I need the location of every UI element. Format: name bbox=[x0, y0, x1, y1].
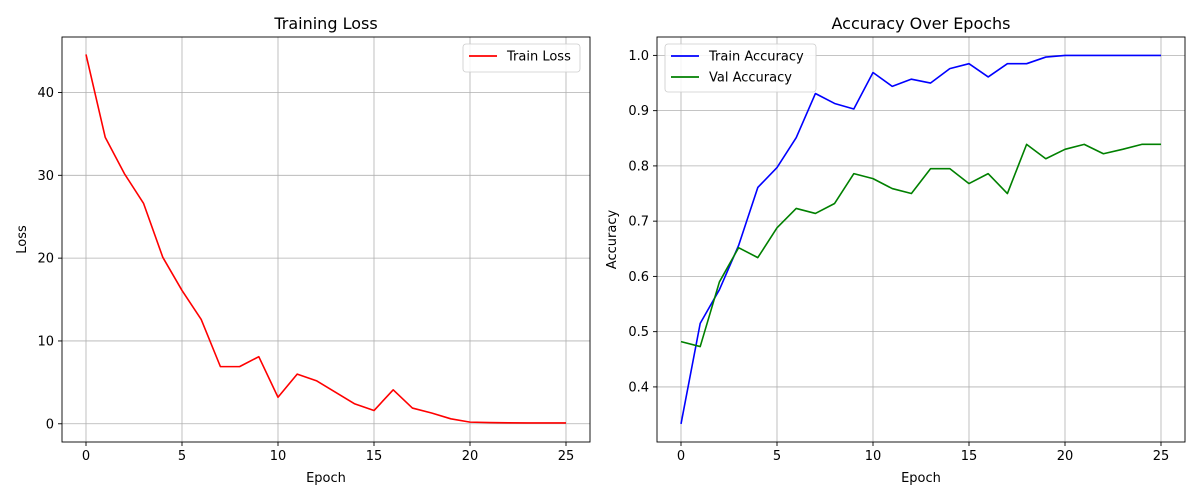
x-tick-label: 25 bbox=[1153, 449, 1170, 464]
chart-title: Accuracy Over Epochs bbox=[831, 14, 1010, 33]
y-tick-label: 0.6 bbox=[628, 270, 649, 285]
y-tick-label: 20 bbox=[37, 252, 54, 267]
legend-label: Train Accuracy bbox=[708, 50, 804, 65]
x-tick-label: 10 bbox=[865, 449, 882, 464]
x-tick-label: 0 bbox=[677, 449, 685, 464]
y-tick-label: 0.8 bbox=[628, 159, 649, 174]
x-tick-label: 5 bbox=[773, 449, 781, 464]
axes-frame bbox=[61, 36, 591, 443]
legend-label: Train Loss bbox=[506, 50, 571, 65]
accuracy-chart: 0 5 10 15 20 25 0.4 0.5 0.6 0.7 0.8 0.9 1.0 Accuracy … bbox=[605, 14, 1186, 486]
grid bbox=[62, 37, 590, 442]
axes-frame bbox=[656, 36, 1186, 443]
legend-box bbox=[462, 43, 581, 73]
y-tick-label: 30 bbox=[37, 169, 54, 184]
legend: Train Accuracy Val Accuracy bbox=[664, 43, 817, 93]
y-tick-label: 0.5 bbox=[628, 325, 649, 340]
series-line-train-accuracy bbox=[680, 54, 1161, 425]
y-tick-label: 0.4 bbox=[628, 380, 649, 395]
y-tick-label: 10 bbox=[37, 334, 54, 349]
x-tick-label: 15 bbox=[961, 449, 978, 464]
y-tick-label: 40 bbox=[37, 86, 54, 101]
chart-title: Training Loss bbox=[273, 14, 377, 33]
y-tick-label: 0.7 bbox=[628, 215, 649, 230]
y-tick-label: 0.9 bbox=[628, 104, 649, 119]
legend: Train Loss bbox=[462, 43, 581, 73]
y-tick-label: 0 bbox=[46, 417, 54, 432]
x-tick-label: 25 bbox=[558, 449, 575, 464]
grid bbox=[657, 37, 1185, 442]
x-tick-label: 20 bbox=[1057, 449, 1074, 464]
x-axis-label: Epoch bbox=[306, 471, 346, 486]
x-tick-label: 15 bbox=[366, 449, 383, 464]
x-tick-label: 0 bbox=[82, 449, 90, 464]
legend-box bbox=[664, 43, 817, 93]
x-tick-label: 5 bbox=[178, 449, 186, 464]
x-tick-label: 20 bbox=[462, 449, 479, 464]
legend-label: Val Accuracy bbox=[709, 71, 792, 86]
series-line-train-loss bbox=[85, 54, 566, 424]
y-tick-label: 1.0 bbox=[628, 49, 649, 64]
y-axis-label: Loss bbox=[15, 225, 30, 254]
training-loss-chart: 0 5 10 15 20 25 0 10 20 30 40 Training Loss Epoch Los… bbox=[15, 14, 591, 486]
x-axis-label: Epoch bbox=[901, 471, 941, 486]
x-tick-label: 10 bbox=[270, 449, 287, 464]
y-axis-label: Accuracy bbox=[605, 210, 620, 270]
series-line-val-accuracy bbox=[680, 143, 1161, 348]
